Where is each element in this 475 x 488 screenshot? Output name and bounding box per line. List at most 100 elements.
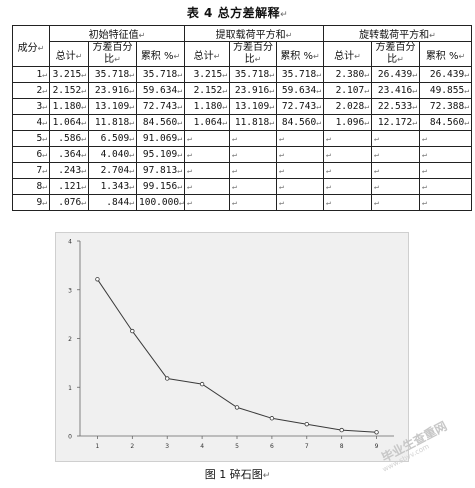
y-tick-label: 0 xyxy=(68,434,72,441)
table-cell: 26.439↵ xyxy=(371,66,421,83)
table-cell: 35.718↵ xyxy=(135,66,186,83)
return-mark-icon: ↵ xyxy=(279,166,284,175)
subheader-cell: 方差百分比↵ xyxy=(88,41,137,67)
return-mark-icon: ↵ xyxy=(222,70,228,79)
x-tick-label: 9 xyxy=(375,443,379,450)
table-cell-text: 4.040 xyxy=(100,149,130,160)
table-cell-empty: ↵ xyxy=(371,178,421,195)
table-cell: 2.152↵ xyxy=(49,82,89,99)
return-mark-icon: ↵ xyxy=(187,182,192,191)
return-mark-icon: ↵ xyxy=(177,150,183,159)
subheader-cell: 总计↵ xyxy=(184,41,231,67)
return-mark-icon: ↵ xyxy=(285,31,293,40)
table-row: 7↵ .243↵ 2.704↵ 97.813↵ ↵ ↵ ↵ ↵ ↵ ↵ xyxy=(12,162,473,179)
table-cell-empty: ↵ xyxy=(371,162,421,179)
subheader-text: 方差百分比 xyxy=(375,42,416,66)
table-row: 2↵ 2.152↵ 23.916↵ 59.634↵ 2.152↵ 23.916↵ 59.63… xyxy=(12,82,473,99)
table-cell-empty: ↵ xyxy=(276,178,325,195)
return-mark-icon: ↵ xyxy=(232,198,237,207)
table-cell-empty: ↵ xyxy=(371,194,421,211)
table-cell-text: 95.109 xyxy=(142,149,178,160)
table-cell-text: 23.916 xyxy=(94,85,130,96)
return-mark-icon: ↵ xyxy=(42,70,47,79)
table-cell: .243↵ xyxy=(49,162,89,179)
table-cell: 4.040↵ xyxy=(88,146,137,163)
return-mark-icon: ↵ xyxy=(129,86,134,95)
return-mark-icon: ↵ xyxy=(129,182,134,191)
eigenvalue-point xyxy=(199,381,205,387)
return-mark-icon: ↵ xyxy=(187,134,192,143)
x-tick-label: 8 xyxy=(340,443,344,450)
table-cell-text: .121 xyxy=(58,181,82,192)
variance-table: 成分↵ 初始特征值↵ 提取载荷平方和↵ 旋转载荷平方和↵ 总计↵ 方差百分比↵ 累积… xyxy=(12,25,473,211)
table-cell-text: 1.180 xyxy=(52,101,82,112)
table-cell: 91.069↵ xyxy=(135,130,186,147)
return-mark-icon: ↵ xyxy=(280,10,289,20)
table-cell: 72.743↵ xyxy=(135,98,186,115)
table-cell-empty: ↵ xyxy=(419,194,473,211)
return-mark-icon: ↵ xyxy=(177,86,183,95)
header-component: 成分↵ xyxy=(12,25,50,67)
y-tick-label: 4 xyxy=(68,239,72,246)
component-index-text: 3 xyxy=(36,101,43,112)
table-cell-text: 2.107 xyxy=(335,85,365,96)
table-cell-text: 2.152 xyxy=(52,85,82,96)
return-mark-icon: ↵ xyxy=(316,86,322,95)
table-cell-text: 97.813 xyxy=(142,165,178,176)
component-index: 5↵ xyxy=(12,130,50,147)
subheader-cell: 累积 %↵ xyxy=(276,41,325,67)
header-group-extraction: 提取载荷平方和↵ xyxy=(184,25,325,42)
return-mark-icon: ↵ xyxy=(316,70,322,79)
subheader-cell: 方差百分比↵ xyxy=(229,41,278,67)
table-cell: 13.109↵ xyxy=(88,98,137,115)
table-cell: 23.916↵ xyxy=(229,82,278,99)
table-cell-text: .243 xyxy=(58,165,82,176)
table-cell-empty: ↵ xyxy=(323,178,373,195)
return-mark-icon: ↵ xyxy=(222,118,228,127)
table-cell: 13.109↵ xyxy=(229,98,278,115)
table-cell: 35.718↵ xyxy=(276,66,325,83)
return-mark-icon: ↵ xyxy=(232,166,237,175)
return-mark-icon: ↵ xyxy=(187,166,192,175)
table-cell-text: 72.388 xyxy=(429,101,465,112)
return-mark-icon: ↵ xyxy=(458,51,466,61)
return-mark-icon: ↵ xyxy=(179,198,184,207)
table-cell: 100.000↵ xyxy=(135,194,186,211)
x-tick-label: 6 xyxy=(270,443,274,450)
component-index: 3↵ xyxy=(12,98,50,115)
return-mark-icon: ↵ xyxy=(81,118,86,127)
table-cell: 1.064↵ xyxy=(184,114,231,131)
return-mark-icon: ↵ xyxy=(279,134,284,143)
table-cell: 84.560↵ xyxy=(419,114,473,131)
table-cell-text: 2.152 xyxy=(193,85,223,96)
table-cell-empty: ↵ xyxy=(419,146,473,163)
subheader-cell: 总计↵ xyxy=(323,41,373,67)
return-mark-icon: ↵ xyxy=(316,102,322,111)
subheader-text: 总计 xyxy=(193,50,214,62)
return-mark-icon: ↵ xyxy=(42,102,47,111)
table-row: 1↵ 3.215↵ 35.718↵ 35.718↵ 3.215↵ 35.718↵ 35.71… xyxy=(12,66,473,83)
return-mark-icon: ↵ xyxy=(326,182,331,191)
return-mark-icon: ↵ xyxy=(42,182,47,191)
header-group-initial: 初始特征值↵ xyxy=(48,25,186,42)
component-index: 1↵ xyxy=(12,66,50,83)
table-row: 3↵ 1.180↵ 13.109↵ 72.743↵ 1.180↵ 13.109↵ 72.74… xyxy=(12,98,473,115)
table-cell-empty: ↵ xyxy=(323,130,373,147)
return-mark-icon: ↵ xyxy=(129,134,134,143)
header-group-text: 旋转载荷平方和 xyxy=(359,30,430,41)
table-cell-empty: ↵ xyxy=(184,146,231,163)
return-mark-icon: ↵ xyxy=(422,166,427,175)
return-mark-icon: ↵ xyxy=(129,118,134,127)
eigenvalue-point xyxy=(339,427,344,433)
table-cell-text: 84.560 xyxy=(281,117,317,128)
table-cell: 95.109↵ xyxy=(135,146,186,163)
return-mark-icon: ↵ xyxy=(269,86,275,95)
table-cell-empty: ↵ xyxy=(419,178,473,195)
return-mark-icon: ↵ xyxy=(173,51,181,61)
return-mark-icon: ↵ xyxy=(412,86,418,95)
eigenvalue-point xyxy=(304,421,309,427)
eigenvalue-point xyxy=(269,416,275,421)
table-cell-text: 1.180 xyxy=(193,101,223,112)
return-mark-icon: ↵ xyxy=(374,150,379,159)
table-cell: 2.107↵ xyxy=(323,82,373,99)
